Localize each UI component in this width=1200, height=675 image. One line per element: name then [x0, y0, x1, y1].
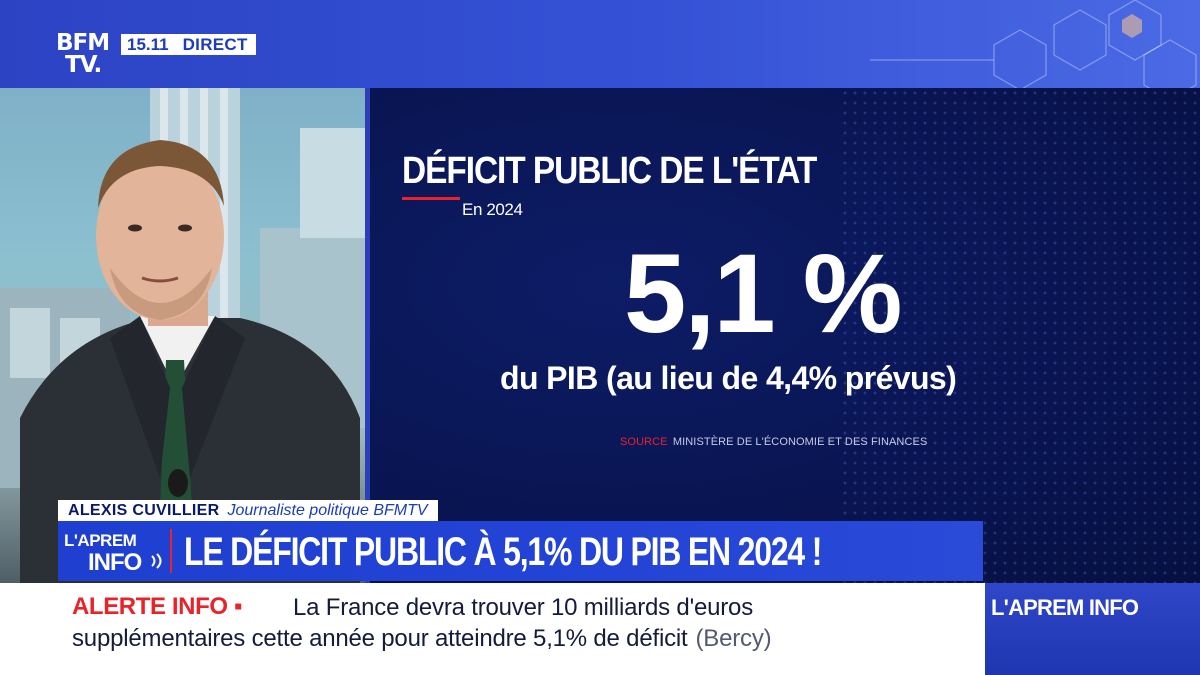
dot-pattern [840, 88, 1200, 583]
broadcast-time: 15.11 [127, 34, 169, 54]
live-chip: 15.11 DIRECT [121, 34, 256, 55]
program-title-bar: L'APREM INFO LE DÉFICIT PUBLIC À 5,1% DU… [58, 521, 983, 581]
guest-name: ALEXIS CUVILLIER [68, 501, 220, 519]
ticker-line-1: La France devra trouver 10 milliards d'e… [293, 594, 753, 621]
show-logo-line1: L'APREM [64, 531, 137, 550]
stat-graphic-panel: DÉFICIT PUBLIC DE L'ÉTAT En 2024 5,1 % d… [370, 88, 1200, 583]
broadcast-wave-icon [151, 553, 162, 569]
accent-rule [402, 197, 460, 200]
news-ticker: ALERTE INFO ▪ La France devra trouver 10… [0, 583, 985, 675]
alert-label: ALERTE INFO ▪ [72, 593, 242, 620]
show-logo-line2: INFO [88, 549, 142, 576]
ticker-source: (Bercy) [695, 625, 772, 652]
program-headline: LE DÉFICIT PUBLIC À 5,1% DU PIB EN 2024 … [184, 530, 822, 574]
live-label: DIRECT [182, 34, 248, 54]
channel-logo: BFM TV. [56, 30, 110, 78]
graphic-headline: DÉFICIT PUBLIC DE L'ÉTAT [402, 150, 817, 192]
source-key: SOURCE [620, 436, 668, 448]
hexagon-decoration [870, 0, 1197, 88]
top-band: BFM TV. 15.11 DIRECT [0, 0, 1200, 88]
ticker-line-2-text: supplémentaires cette année pour atteind… [72, 625, 688, 652]
stat-subtitle: du PIB (au lieu de 4,4% prévus) [500, 360, 957, 396]
show-logo: L'APREM INFO [64, 531, 164, 576]
title-separator [170, 529, 172, 573]
ticker-line-2: supplémentaires cette année pour atteind… [72, 625, 772, 653]
guest-name-bar: ALEXIS CUVILLIER Journaliste politique B… [58, 500, 438, 521]
source-credit: SOURCE MINISTÈRE DE L'ÉCONOMIE ET DES FI… [620, 436, 927, 448]
guest-role: Journaliste politique BFMTV [227, 501, 428, 519]
corner-show-brand: L'APREM INFO [985, 583, 1200, 675]
presenter-illustration [0, 88, 365, 583]
graphic-period: En 2024 [462, 200, 523, 219]
corner-show-label: L'APREM INFO [991, 595, 1139, 620]
channel-logo-line1: BFM [56, 30, 110, 56]
big-stat-value: 5,1 % [624, 231, 902, 356]
channel-logo-line2: TV. [65, 52, 102, 78]
source-value: MINISTÈRE DE L'ÉCONOMIE ET DES FINANCES [672, 436, 928, 448]
